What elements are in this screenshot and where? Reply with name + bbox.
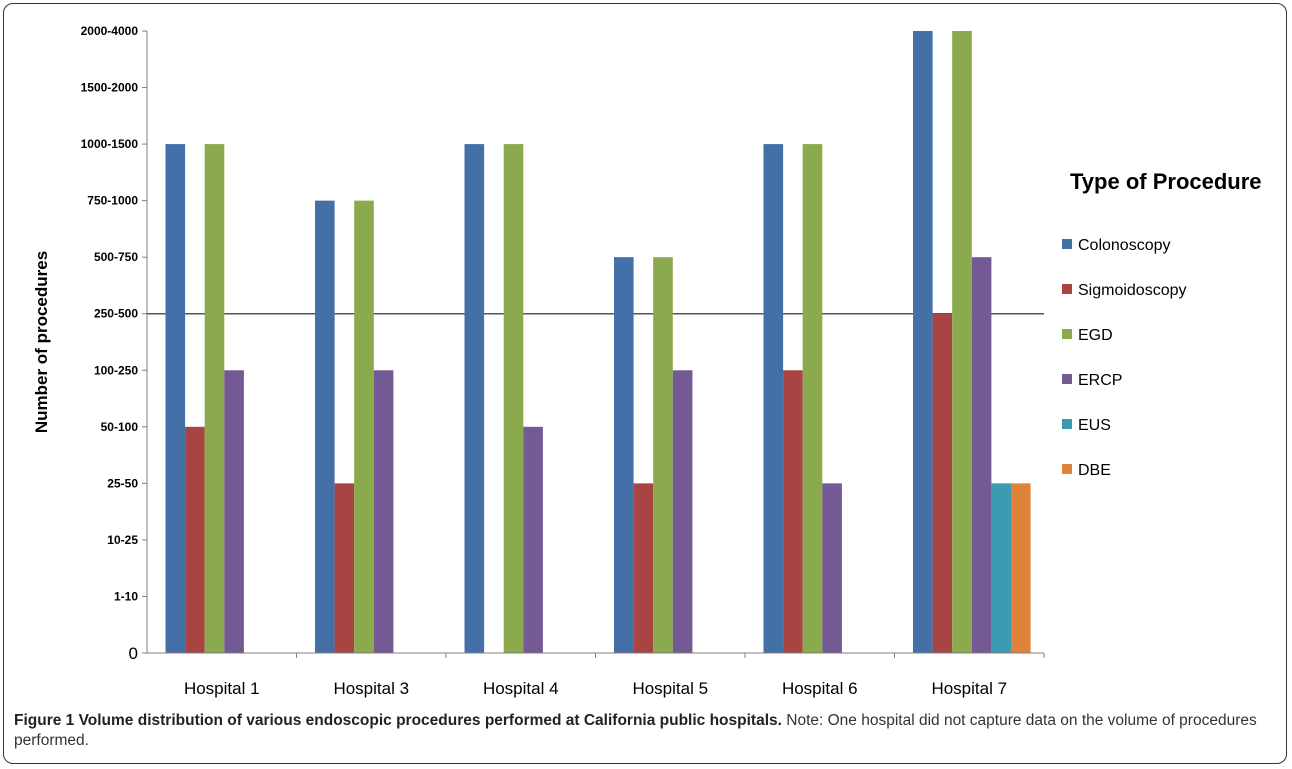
bar-colonoscopy-hospital-4	[464, 144, 485, 653]
bar-colonoscopy-hospital-7	[913, 31, 933, 653]
bar-eus-hospital-7	[991, 483, 1011, 653]
bar-egd-hospital-6	[802, 144, 823, 653]
legend-swatch-egd	[1062, 329, 1072, 339]
y-tick-label: 10-25	[107, 533, 138, 547]
x-tick-label: Hospital 7	[931, 679, 1007, 698]
bar-ercp-hospital-5	[672, 370, 693, 653]
legend-swatch-dbe	[1062, 464, 1072, 474]
y-tick-label: 250-500	[94, 307, 138, 321]
legend-label-dbe: DBE	[1078, 462, 1111, 479]
bar-sigmoidoscopy-hospital-7	[932, 313, 953, 653]
y-tick-label: 0	[129, 644, 138, 663]
y-tick-label: 1500-2000	[81, 81, 139, 95]
y-tick-label: 100-250	[94, 363, 138, 377]
y-tick-label: 500-750	[94, 250, 138, 264]
bar-colonoscopy-hospital-3	[315, 200, 335, 654]
y-tick-label: 25-50	[107, 476, 138, 490]
x-tick-label: Hospital 3	[333, 679, 409, 698]
y-tick-label: 50-100	[101, 420, 139, 434]
bar-egd-hospital-5	[653, 257, 673, 653]
y-tick-label: 2000-4000	[81, 24, 139, 38]
bar-sigmoidoscopy-hospital-6	[783, 370, 803, 653]
legend: Type of Procedure Colonoscopy Sigmoidosco…	[1062, 169, 1262, 479]
bar-ercp-hospital-7	[971, 257, 992, 653]
legend-swatch-colonoscopy	[1062, 239, 1072, 249]
bar-ercp-hospital-6	[822, 483, 842, 653]
legend-label-sigmoidoscopy: Sigmoidoscopy	[1078, 282, 1187, 299]
bar-egd-hospital-1	[204, 144, 225, 653]
bar-dbe-hospital-7	[1011, 483, 1031, 653]
bar-egd-hospital-3	[354, 200, 374, 654]
bar-sigmoidoscopy-hospital-3	[334, 483, 355, 653]
y-tick-label: 1-10	[114, 589, 138, 603]
bar-colonoscopy-hospital-6	[763, 144, 784, 653]
bar-colonoscopy-hospital-1	[165, 144, 186, 653]
legend-label-eus: EUS	[1078, 417, 1111, 434]
x-tick-label: Hospital 5	[632, 679, 708, 698]
x-tick-label: Hospital 1	[184, 679, 260, 698]
legend-title: Type of Procedure	[1070, 169, 1262, 194]
bars-layer	[165, 31, 1031, 654]
legend-label-egd: EGD	[1078, 327, 1113, 344]
legend-label-colonoscopy: Colonoscopy	[1078, 237, 1171, 254]
bar-ercp-hospital-1	[224, 370, 244, 653]
y-tick-labels: 0 1-10 10-25 25-50 50-100 100-250 250-500 500-7…	[81, 24, 139, 663]
legend-swatch-sigmoidoscopy	[1062, 284, 1072, 294]
caption-note: Note: One hospital did not capture data …	[14, 712, 1257, 749]
bar-chart: 0 1-10 10-25 25-50 50-100 100-250 250-500 500-7…	[32, 24, 1262, 698]
bar-egd-hospital-7	[952, 31, 972, 653]
bar-ercp-hospital-4	[523, 426, 543, 653]
y-tick-label: 1000-1500	[81, 137, 139, 151]
x-tick-label: Hospital 6	[782, 679, 858, 698]
bar-colonoscopy-hospital-5	[614, 257, 634, 653]
bar-sigmoidoscopy-hospital-1	[185, 426, 205, 653]
y-tick-label: 750-1000	[87, 194, 138, 208]
x-tick-label: Hospital 4	[483, 679, 559, 698]
x-tick-labels: Hospital 1 Hospital 3 Hospital 4 Hospital 5…	[184, 679, 1007, 698]
axis-layer	[142, 30, 1045, 658]
bar-egd-hospital-4	[503, 144, 524, 653]
legend-swatch-ercp	[1062, 374, 1072, 384]
figure-caption: Figure 1 Volume distribution of various …	[14, 711, 1276, 751]
legend-label-ercp: ERCP	[1078, 372, 1122, 389]
y-axis-label: Number of procedures	[32, 251, 51, 433]
bar-sigmoidoscopy-hospital-5	[633, 483, 654, 653]
legend-swatch-eus	[1062, 419, 1072, 429]
bar-ercp-hospital-3	[373, 370, 394, 653]
caption-title: Figure 1 Volume distribution of various …	[14, 712, 782, 729]
